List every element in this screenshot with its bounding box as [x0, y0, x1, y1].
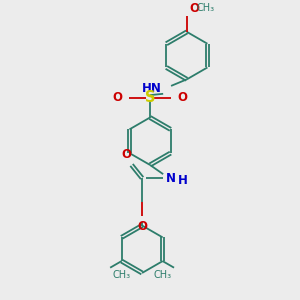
Text: HN: HN — [141, 82, 161, 95]
Text: H: H — [178, 174, 188, 187]
Text: O: O — [190, 2, 200, 15]
Text: O: O — [178, 91, 188, 104]
Text: O: O — [121, 148, 131, 161]
Text: CH₃: CH₃ — [153, 270, 171, 280]
Text: O: O — [137, 220, 147, 233]
Text: S: S — [145, 90, 155, 105]
Text: O: O — [112, 91, 122, 104]
Text: CH₃: CH₃ — [113, 270, 131, 280]
Text: CH₃: CH₃ — [196, 3, 214, 13]
Text: N: N — [166, 172, 176, 184]
